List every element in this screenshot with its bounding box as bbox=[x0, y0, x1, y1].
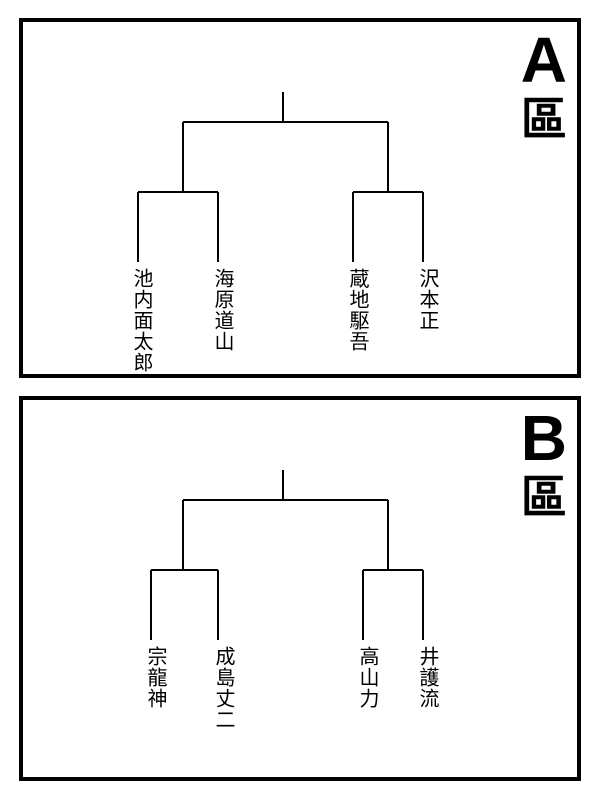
participant-name: 蔵地駆吾 bbox=[343, 268, 372, 352]
participant-name: 沢本正 bbox=[413, 268, 442, 331]
bracket-panel-b: B區宗龍神 成島丈二 高山力 井護流 bbox=[19, 396, 581, 781]
panel-label-a: A區 bbox=[521, 28, 567, 142]
participant-name: 高山力 bbox=[353, 646, 382, 709]
panel-letter: B bbox=[521, 406, 567, 470]
participant-name: 宗龍神 bbox=[141, 646, 170, 709]
panel-ku: 區 bbox=[521, 96, 567, 142]
participant-name: 井護流 bbox=[413, 646, 442, 709]
bracket-tree bbox=[63, 92, 503, 272]
bracket-panel-a: A區池内面太郎 海原道山 蔵地駆吾 沢本正 bbox=[19, 18, 581, 378]
panel-label-b: B區 bbox=[521, 406, 567, 520]
participant-name: 成島丈二 bbox=[209, 646, 238, 730]
participant-name: 池内面太郎 bbox=[127, 268, 156, 373]
bracket-tree bbox=[63, 470, 503, 650]
panel-ku: 區 bbox=[521, 474, 567, 520]
participant-name: 海原道山 bbox=[208, 268, 237, 352]
panel-letter: A bbox=[521, 28, 567, 92]
